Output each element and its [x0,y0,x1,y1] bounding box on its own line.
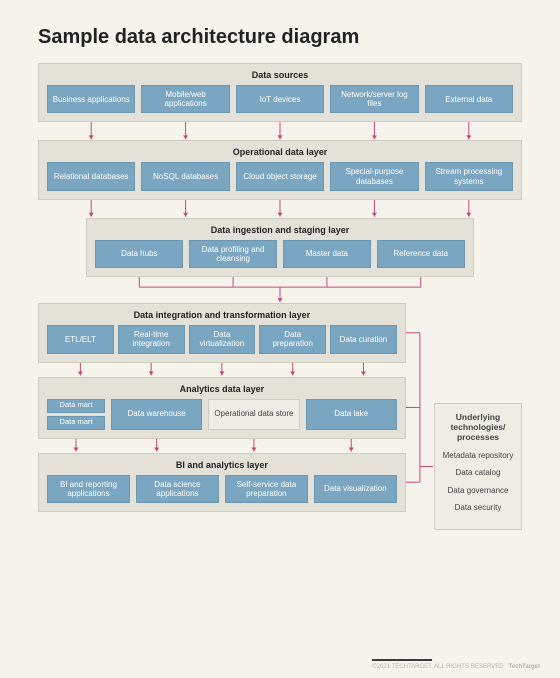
layer-title: Data integration and transformation laye… [47,310,397,320]
node-realtime: Real-time integration [118,325,185,353]
side-item-security: Data security [441,503,515,513]
footer: ©2021 TECHTARGET. ALL RIGHTS RESERVED Te… [372,659,540,670]
node-profiling: Data profiling and cleansing [189,240,277,268]
footer-copyright: ©2021 TECHTARGET. ALL RIGHTS RESERVED [372,664,503,670]
diagram: Data sources Business applications Mobil… [38,63,522,512]
layer-analytics: Analytics data layer Data mart Data mart… [38,377,406,439]
sidebox-title: Underlying technologies/ processes [441,412,515,443]
footer-credit: TechTarget [509,664,540,670]
footer-bar [372,659,432,661]
layer-ingestion: Data ingestion and staging layer Data hu… [86,218,473,277]
node-iot: IoT devices [236,85,324,113]
sidebox-underlying: Underlying technologies/ processes Metad… [434,403,522,530]
layer-title: BI and analytics layer [47,460,397,470]
node-self-service: Self-service data preparation [225,475,308,503]
node-business-apps: Business applications [47,85,135,113]
node-data-hubs: Data hubs [95,240,183,268]
node-data-mart-2: Data mart [47,416,105,430]
side-item-metadata: Metadata repository [441,451,515,461]
node-warehouse: Data warehouse [111,399,202,430]
node-nosql: NoSQL databases [141,162,229,190]
node-preparation: Data preparation [259,325,326,353]
node-reference: Reference data [377,240,465,268]
page-title: Sample data architecture diagram [38,26,522,49]
node-ods: Operational data store [208,399,299,430]
node-etl: ETL/ELT [47,325,114,353]
node-special-db: Special-purpose databases [330,162,418,190]
node-curation: Data curation [330,325,397,353]
layer-title: Data ingestion and staging layer [95,225,464,235]
layer-data-sources: Data sources Business applications Mobil… [38,63,522,122]
node-data-science: Data science applications [136,475,219,503]
node-data-mart-1: Data mart [47,399,105,413]
node-external: External data [425,85,513,113]
node-stream: Stream processing systems [425,162,513,190]
layer-title: Operational data layer [47,147,513,157]
node-mobile-web: Mobile/web applications [141,85,229,113]
node-logs: Network/server log files [330,85,418,113]
node-relational: Relational databases [47,162,135,190]
node-object-storage: Cloud object storage [236,162,324,190]
node-data-lake: Data lake [306,399,397,430]
node-visualization: Data visualization [314,475,397,503]
layer-bi: BI and analytics layer BI and reporting … [38,453,406,512]
node-master: Master data [283,240,371,268]
layer-operational: Operational data layer Relational databa… [38,140,522,199]
data-mart-stack: Data mart Data mart [47,399,105,430]
layer-title: Data sources [47,70,513,80]
side-item-catalog: Data catalog [441,468,515,478]
layer-title: Analytics data layer [47,384,397,394]
node-bi-reporting: BI and reporting applications [47,475,130,503]
layer-integration: Data integration and transformation laye… [38,303,406,362]
node-virtualization: Data virtualization [189,325,256,353]
side-item-governance: Data governance [441,486,515,496]
